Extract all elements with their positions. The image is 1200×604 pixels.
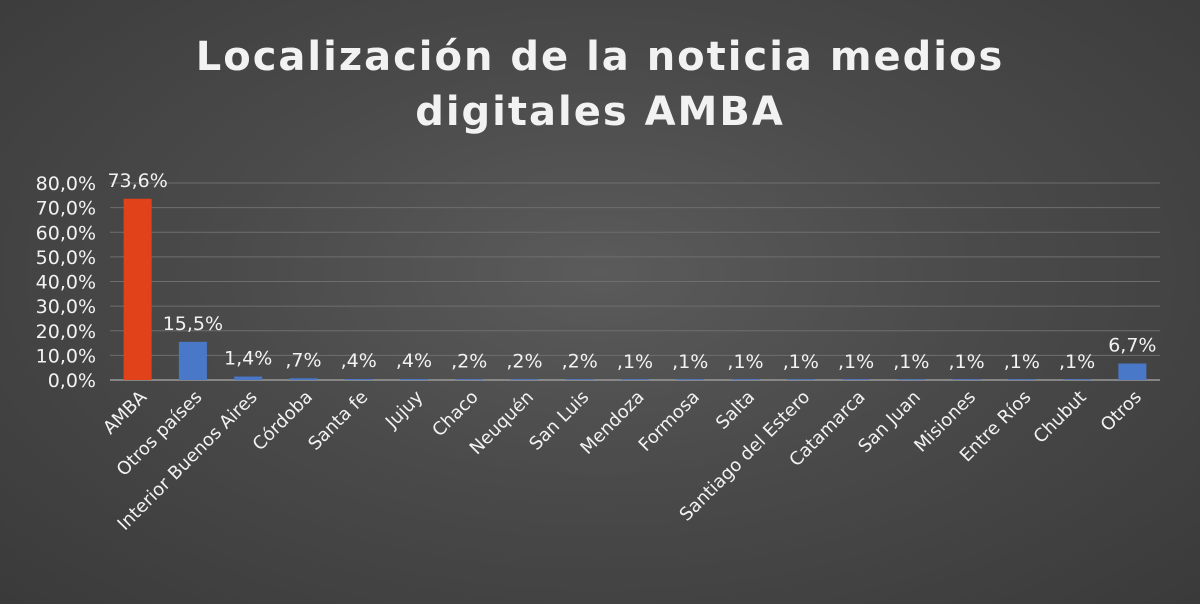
bar <box>344 379 373 380</box>
y-tick-label: 30,0% <box>36 296 96 318</box>
bar <box>1118 363 1147 380</box>
y-tick-label: 10,0% <box>36 345 96 367</box>
category-label: Formosa <box>635 387 704 456</box>
bar <box>455 379 484 380</box>
bar <box>731 379 760 380</box>
y-tick-label: 50,0% <box>36 247 96 269</box>
category-label: Otros <box>1097 387 1146 436</box>
bar <box>842 379 871 380</box>
data-label: ,4% <box>341 350 377 372</box>
data-label: ,2% <box>562 351 598 373</box>
bar <box>510 379 539 380</box>
y-tick-label: 60,0% <box>36 222 96 244</box>
bar <box>621 379 649 380</box>
category-label: Córdoba <box>249 387 317 455</box>
category-label: Jujuy <box>381 386 428 433</box>
data-label: ,7% <box>285 349 321 371</box>
category-label: AMBA <box>99 386 151 438</box>
bar <box>676 379 705 380</box>
data-label: ,4% <box>396 350 432 372</box>
category-label: Chaco <box>428 387 482 441</box>
bar <box>123 198 152 380</box>
y-tick-label: 80,0% <box>36 173 96 195</box>
data-label: ,1% <box>1004 351 1040 373</box>
bar <box>897 379 926 380</box>
category-label: Chubut <box>1030 387 1091 448</box>
y-tick-label: 70,0% <box>36 198 96 220</box>
data-label: 15,5% <box>163 313 223 335</box>
chart-title: Localización de la noticia medios digita… <box>195 34 1005 135</box>
data-label: ,2% <box>451 351 487 373</box>
data-label: ,1% <box>727 351 763 373</box>
category-label: Santa fe <box>304 387 372 455</box>
data-label: ,1% <box>838 351 874 373</box>
bar <box>234 376 263 380</box>
category-label: Salta <box>712 387 759 434</box>
y-tick-label: 40,0% <box>36 272 96 294</box>
y-tick-label: 20,0% <box>36 321 96 343</box>
data-label: ,2% <box>506 351 542 373</box>
bar <box>786 379 815 380</box>
data-label: 1,4% <box>224 348 272 370</box>
bar <box>399 379 428 380</box>
data-label: ,1% <box>672 351 708 373</box>
bar <box>1007 379 1036 380</box>
data-label: 6,7% <box>1108 335 1156 357</box>
bar <box>952 379 981 380</box>
bar <box>289 378 318 380</box>
data-label: 73,6% <box>107 170 167 192</box>
data-label: ,1% <box>948 351 984 373</box>
data-label: ,1% <box>617 351 653 373</box>
bar <box>565 379 594 380</box>
bar <box>1063 379 1092 380</box>
data-label: ,1% <box>1059 351 1095 373</box>
data-label: ,1% <box>893 351 929 373</box>
data-label: ,1% <box>783 351 819 373</box>
y-tick-label: 0,0% <box>48 370 96 392</box>
bar <box>178 341 207 380</box>
